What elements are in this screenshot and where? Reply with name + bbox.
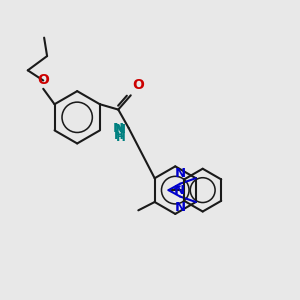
Text: N: N bbox=[175, 201, 186, 214]
Text: N: N bbox=[115, 123, 126, 136]
Text: H: H bbox=[116, 131, 125, 144]
Text: N: N bbox=[113, 122, 124, 134]
Text: O: O bbox=[37, 73, 49, 87]
Text: O: O bbox=[132, 78, 144, 92]
Text: N: N bbox=[174, 184, 185, 196]
Text: N: N bbox=[175, 167, 186, 179]
Text: H: H bbox=[114, 129, 124, 142]
